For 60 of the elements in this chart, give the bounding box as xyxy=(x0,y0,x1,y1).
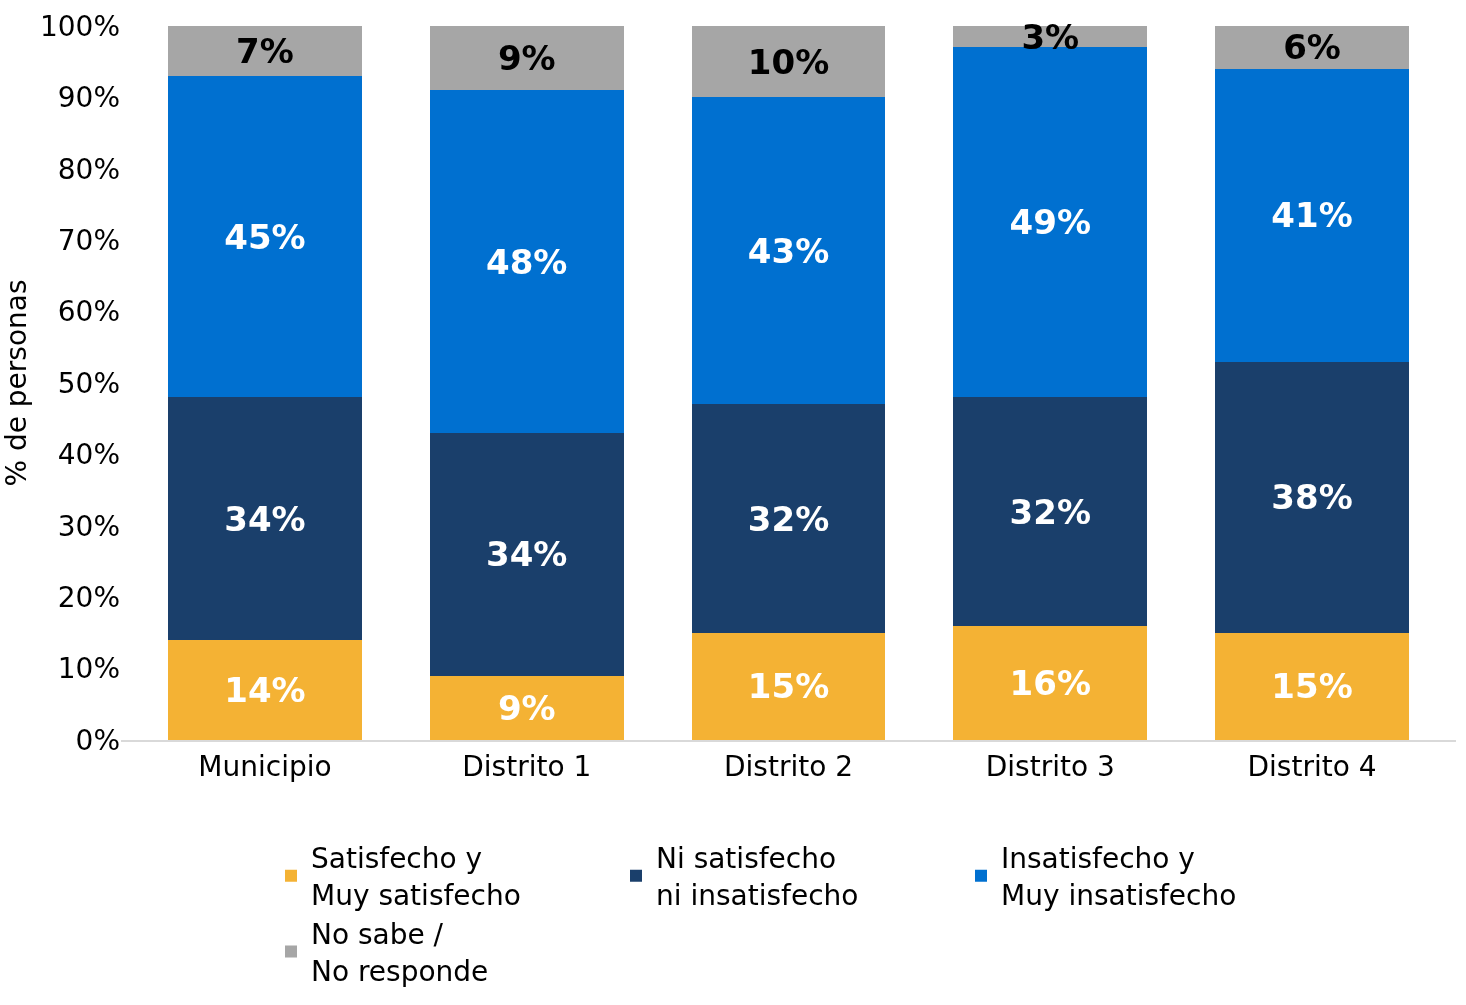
y-tick-label: 30% xyxy=(57,509,120,543)
data-label: 32% xyxy=(747,498,830,539)
legend-label: Satisfecho y Muy satisfecho xyxy=(311,842,521,912)
y-tick-label: 50% xyxy=(57,366,120,400)
data-label: 15% xyxy=(747,666,830,707)
data-label: 14% xyxy=(224,670,306,711)
bar xyxy=(691,26,886,98)
bar xyxy=(691,632,886,740)
y-tick-label: 100% xyxy=(39,9,120,43)
data-label: 38% xyxy=(1271,477,1353,518)
data-label: 34% xyxy=(486,534,568,575)
bar xyxy=(691,97,886,405)
data-label: 9% xyxy=(497,687,556,728)
legend-label: Ni satisfecho ni insatisfecho xyxy=(656,842,859,912)
bar xyxy=(429,90,624,433)
y-tick-label: 80% xyxy=(57,152,120,186)
data-label: 6% xyxy=(1283,27,1341,68)
y-axis-title: % de personas xyxy=(0,279,33,487)
bar xyxy=(691,404,886,633)
bar xyxy=(429,675,624,740)
x-tick-label: Distrito 3 xyxy=(985,749,1115,783)
bar xyxy=(168,26,362,76)
bar xyxy=(953,625,1148,740)
bar xyxy=(1215,361,1409,633)
bar xyxy=(168,75,362,398)
data-label: 10% xyxy=(747,41,830,82)
y-tick-label: 0% xyxy=(75,723,120,757)
x-tick-label: Distrito 4 xyxy=(1247,749,1377,783)
data-label: 16% xyxy=(1009,662,1091,703)
bar xyxy=(168,640,362,740)
bar xyxy=(429,432,624,676)
data-label: 41% xyxy=(1271,195,1353,236)
data-label: 49% xyxy=(1009,202,1091,243)
y-tick-label: 90% xyxy=(57,81,120,115)
legend-label: Insatisfecho y Muy insatisfecho xyxy=(1001,842,1237,912)
data-label: 15% xyxy=(1271,666,1353,707)
legend-label: No sabe / No responde xyxy=(311,918,489,988)
data-label: 9% xyxy=(497,38,556,79)
bar xyxy=(953,397,1148,626)
data-label: 43% xyxy=(747,230,830,271)
y-tick-label: 60% xyxy=(57,295,120,329)
bar xyxy=(1215,26,1409,69)
y-tick-label: 10% xyxy=(57,652,120,686)
x-tick-label: Municipio xyxy=(198,749,332,783)
y-tick-label: 40% xyxy=(57,438,120,472)
data-label: 32% xyxy=(1009,491,1091,532)
data-label: 34% xyxy=(224,498,306,539)
data-label: 48% xyxy=(486,241,568,282)
data-label: 7% xyxy=(236,30,294,71)
data-label: 45% xyxy=(224,216,306,257)
data-label: 3% xyxy=(1021,16,1080,57)
x-tick-label: Distrito 1 xyxy=(462,749,592,783)
y-tick-label: 70% xyxy=(57,224,120,257)
bar xyxy=(1215,632,1409,740)
bar xyxy=(168,397,362,641)
bar xyxy=(429,26,624,91)
x-tick-label: Distrito 2 xyxy=(723,749,854,783)
bar xyxy=(953,47,1148,398)
y-tick-label: 20% xyxy=(57,581,120,614)
bar xyxy=(1215,68,1409,362)
